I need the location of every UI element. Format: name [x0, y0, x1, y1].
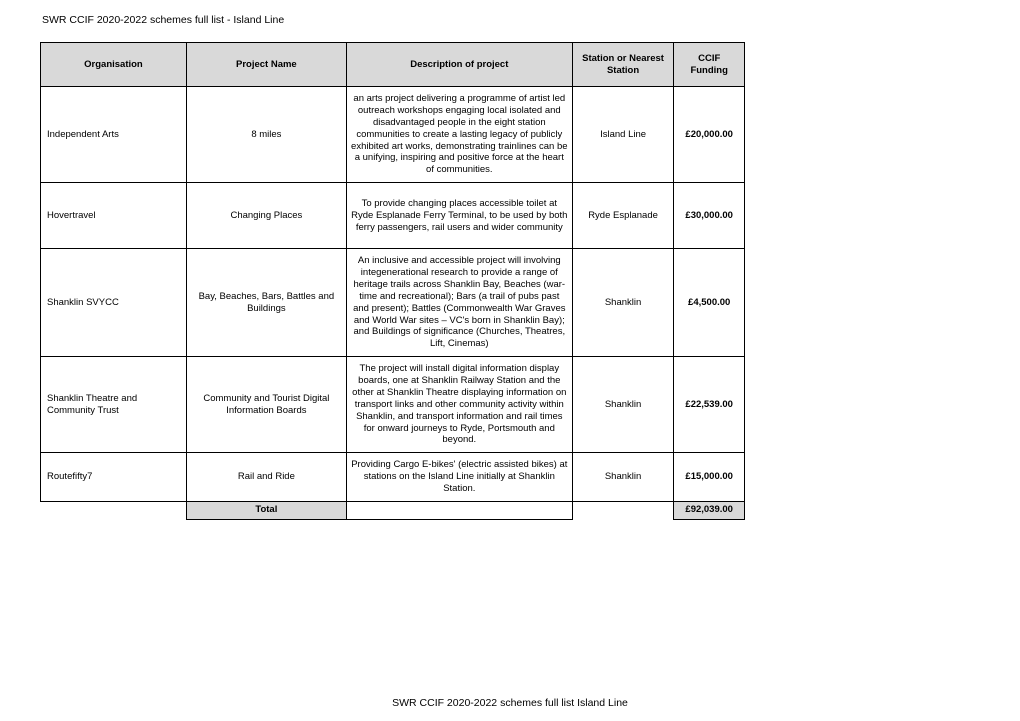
cell-org: Hovertravel [41, 183, 187, 249]
table-row: Shanklin SVYCC Bay, Beaches, Bars, Battl… [41, 249, 745, 357]
page-footer: SWR CCIF 2020-2022 schemes full list Isl… [0, 697, 1020, 709]
total-value: £92,039.00 [674, 501, 745, 519]
cell-proj: Rail and Ride [186, 453, 346, 502]
total-blank [572, 501, 674, 519]
cell-fund: £20,000.00 [674, 87, 745, 183]
cell-desc: To provide changing places accessible to… [346, 183, 572, 249]
cell-org: Independent Arts [41, 87, 187, 183]
col-header-proj: Project Name [186, 43, 346, 87]
cell-desc: An inclusive and accessible project will… [346, 249, 572, 357]
cell-fund: £22,539.00 [674, 357, 745, 453]
cell-org: Routefifty7 [41, 453, 187, 502]
cell-desc: an arts project delivering a programme o… [346, 87, 572, 183]
cell-fund: £15,000.00 [674, 453, 745, 502]
table-header-row: Organisation Project Name Description of… [41, 43, 745, 87]
col-header-fund: CCIF Funding [674, 43, 745, 87]
table-row: Hovertravel Changing Places To provide c… [41, 183, 745, 249]
schemes-table: Organisation Project Name Description of… [40, 42, 745, 520]
cell-org: Shanklin SVYCC [41, 249, 187, 357]
cell-proj: Community and Tourist Digital Informatio… [186, 357, 346, 453]
cell-station: Shanklin [572, 357, 674, 453]
cell-org: Shanklin Theatre and Community Trust [41, 357, 187, 453]
total-blank [41, 501, 187, 519]
total-row: Total £92,039.00 [41, 501, 745, 519]
col-header-desc: Description of project [346, 43, 572, 87]
cell-station: Ryde Esplanade [572, 183, 674, 249]
cell-proj: Bay, Beaches, Bars, Battles and Building… [186, 249, 346, 357]
cell-station: Island Line [572, 87, 674, 183]
table-row: Routefifty7 Rail and Ride Providing Carg… [41, 453, 745, 502]
col-header-station: Station or Nearest Station [572, 43, 674, 87]
table-row: Shanklin Theatre and Community Trust Com… [41, 357, 745, 453]
cell-fund: £30,000.00 [674, 183, 745, 249]
cell-station: Shanklin [572, 453, 674, 502]
total-label: Total [186, 501, 346, 519]
page-header: SWR CCIF 2020-2022 schemes full list - I… [40, 14, 980, 26]
cell-proj: 8 miles [186, 87, 346, 183]
col-header-org: Organisation [41, 43, 187, 87]
cell-fund: £4,500.00 [674, 249, 745, 357]
table-row: Independent Arts 8 miles an arts project… [41, 87, 745, 183]
total-spacer [346, 501, 572, 519]
cell-station: Shanklin [572, 249, 674, 357]
cell-desc: The project will install digital informa… [346, 357, 572, 453]
cell-desc: Providing Cargo E-bikes' (electric assis… [346, 453, 572, 502]
cell-proj: Changing Places [186, 183, 346, 249]
